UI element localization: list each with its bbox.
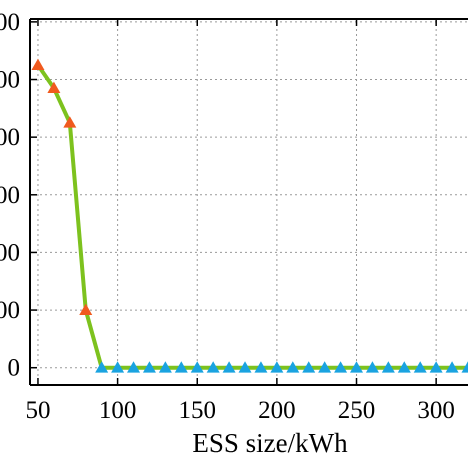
data-point-marker: [286, 361, 300, 373]
x-tick-label: 250: [338, 397, 376, 424]
data-point-marker: [381, 361, 395, 373]
data-point-marker: [334, 361, 348, 373]
data-point-marker: [79, 303, 93, 315]
series-line: [35, 63, 468, 370]
data-point-marker: [318, 361, 332, 373]
data-point-marker: [206, 361, 220, 373]
data-point-marker: [238, 361, 252, 373]
data-point-marker: [397, 361, 411, 373]
data-point-marker: [461, 361, 468, 373]
data-point-marker: [127, 361, 141, 373]
grid-lines: [30, 19, 468, 385]
data-point-marker: [31, 58, 45, 70]
y-tick-label: 00: [0, 182, 20, 209]
data-point-marker: [63, 116, 77, 128]
x-tick-label: 200: [258, 397, 296, 424]
data-point-marker: [270, 361, 284, 373]
series-line-group: [35, 63, 468, 370]
x-axis-label: ESS size/kWh: [192, 428, 348, 458]
y-tick-label: 00: [0, 9, 20, 36]
data-point-marker: [190, 361, 204, 373]
y-tick-label: 0: [8, 355, 21, 382]
data-point-marker: [302, 361, 316, 373]
data-point-marker: [111, 361, 125, 373]
data-point-marker: [365, 361, 379, 373]
x-tick-label: 300: [417, 397, 455, 424]
x-tick-label: 50: [25, 397, 50, 424]
data-markers: [31, 58, 468, 373]
x-tick-label: 100: [99, 397, 137, 424]
axes: [29, 18, 468, 386]
data-point-marker: [222, 361, 236, 373]
data-point-marker: [174, 361, 188, 373]
data-point-marker: [158, 361, 172, 373]
data-point-marker: [95, 361, 109, 373]
data-point-marker: [429, 361, 443, 373]
y-tick-label: 00: [0, 297, 20, 324]
data-point-marker: [47, 81, 61, 94]
data-point-marker: [445, 361, 459, 373]
data-point-marker: [350, 361, 364, 373]
data-point-marker: [254, 361, 268, 373]
y-tick-label: 00: [0, 124, 20, 151]
y-tick-label: 00: [0, 239, 20, 266]
data-point-marker: [413, 361, 427, 373]
y-tick-label: 00: [0, 67, 20, 94]
data-point-marker: [142, 361, 156, 373]
x-tick-label: 150: [178, 397, 216, 424]
